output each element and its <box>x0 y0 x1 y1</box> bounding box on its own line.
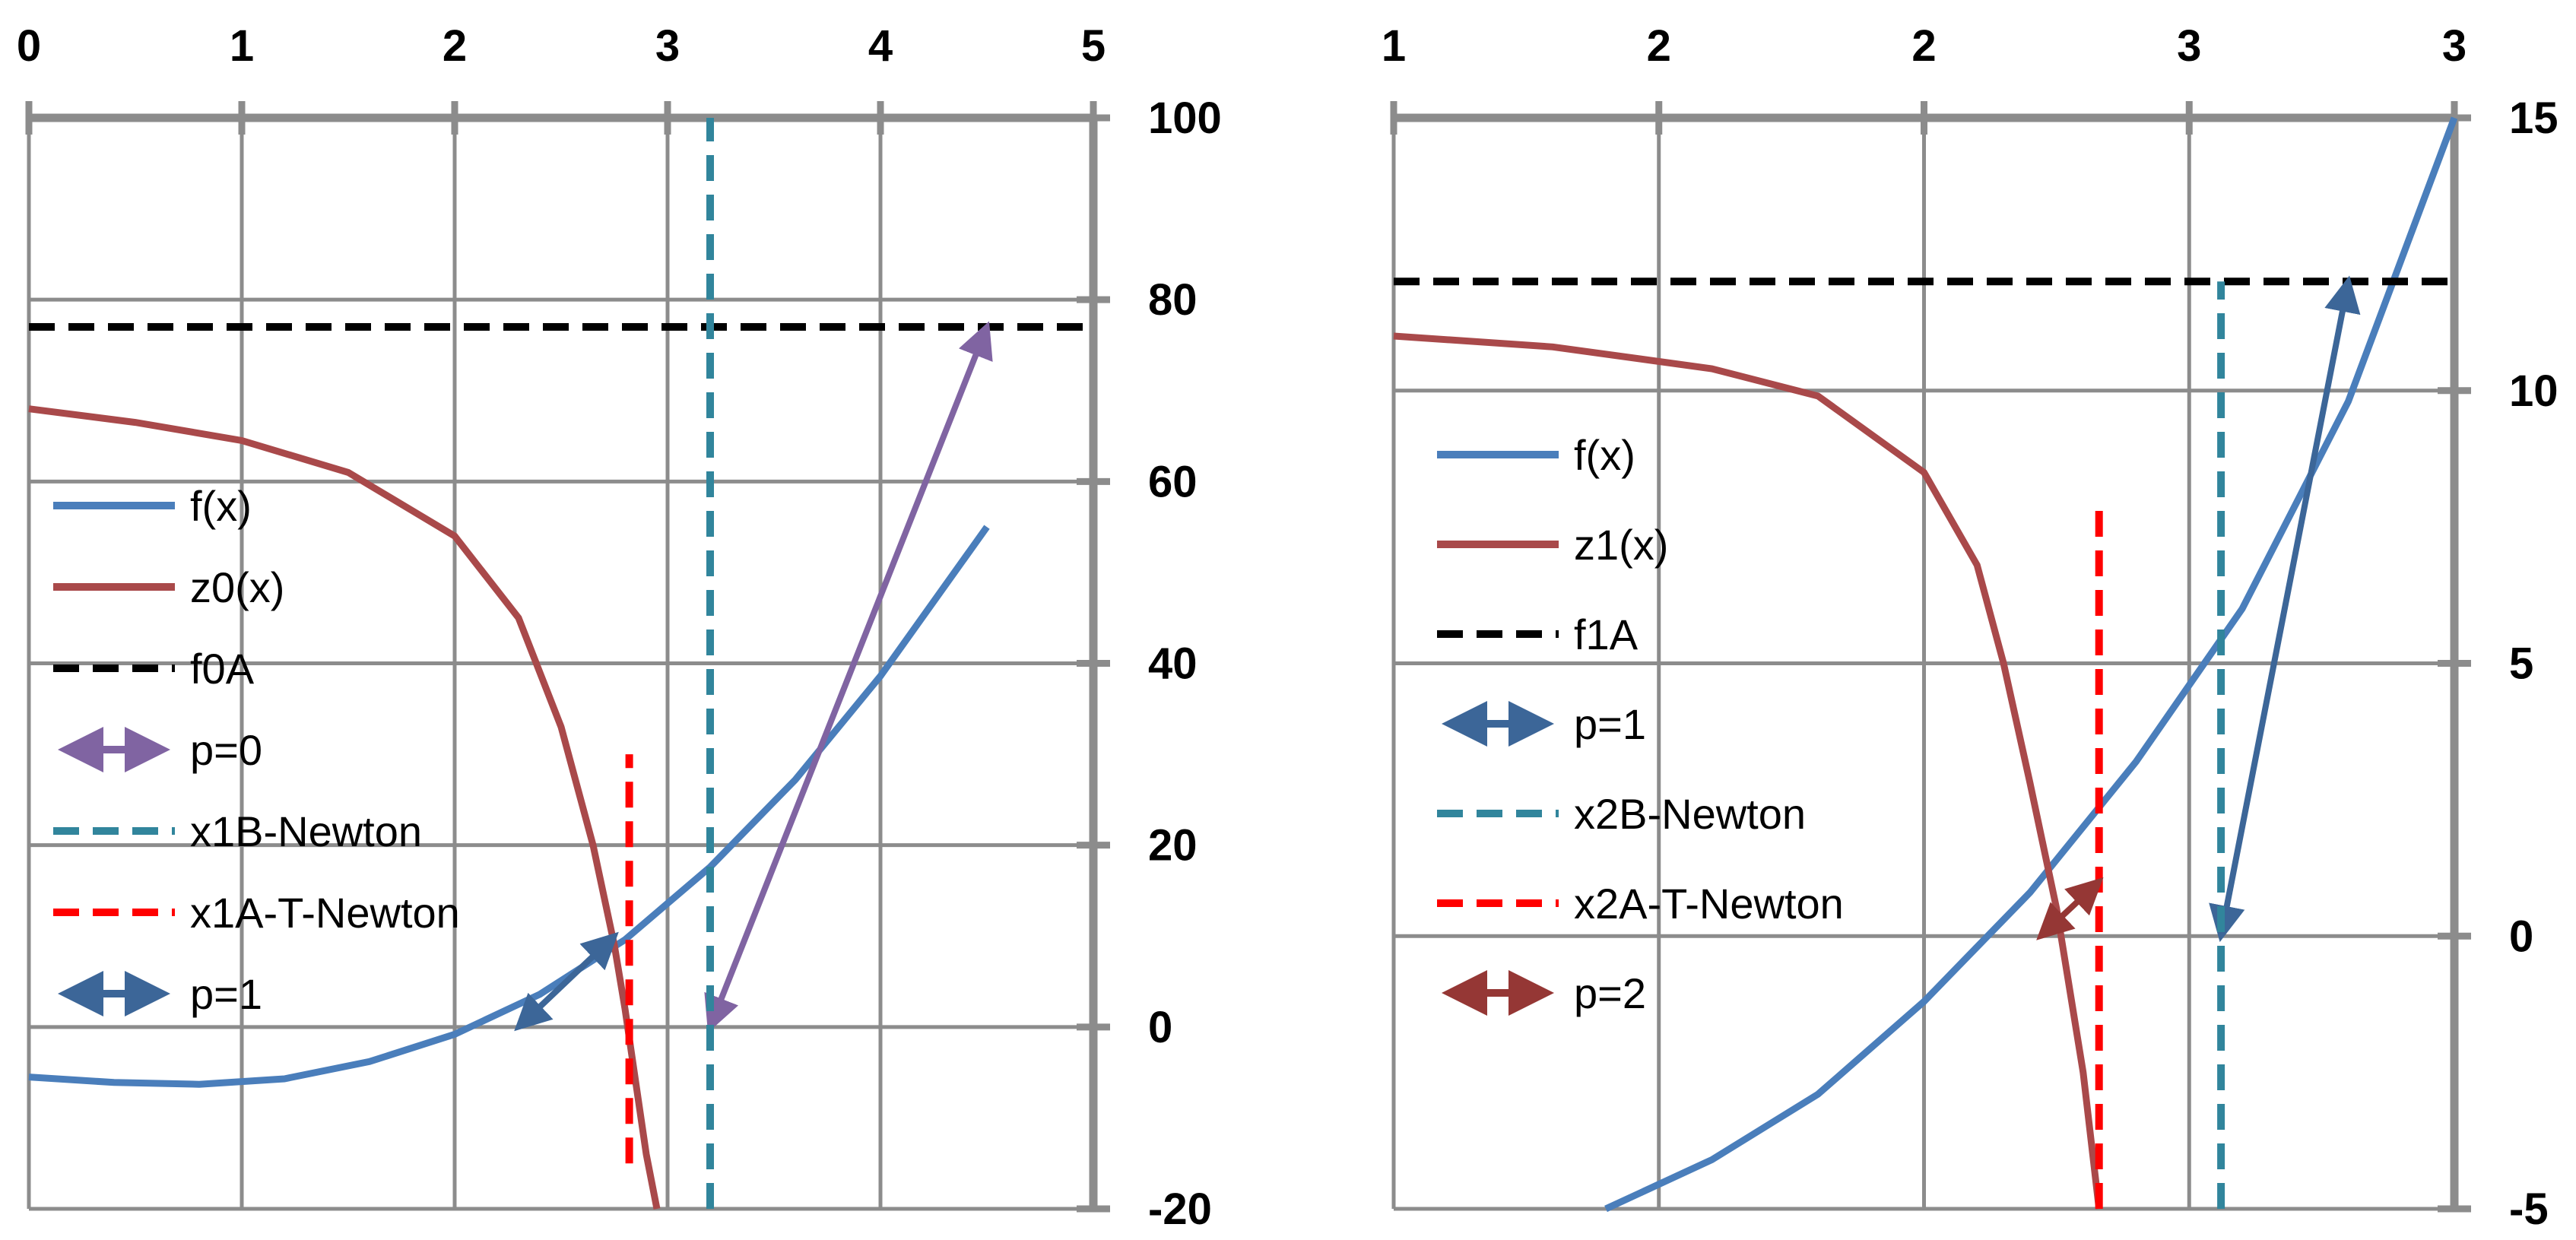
y-tick-label: 0 <box>2509 912 2533 961</box>
y-tick-label: -5 <box>2509 1185 2549 1234</box>
legend-item: x2B-Newton <box>1437 790 1806 838</box>
series-z0-x <box>28 405 661 1210</box>
series-f-x <box>28 525 990 1088</box>
x-tick-label: 3 <box>2177 21 2201 71</box>
legend-label: p=1 <box>1574 700 1646 748</box>
legend-label: f1A <box>1574 610 1639 658</box>
legend-label: p=2 <box>1574 969 1646 1017</box>
x-tick-label: 5 <box>1081 21 1106 71</box>
legend-item: p=1 <box>58 970 262 1018</box>
legend-item: x2A-T-Newton <box>1437 880 1844 928</box>
legend-item: f(x) <box>1437 431 1635 479</box>
x-tick-label: 3 <box>2442 21 2467 71</box>
x-tick-label: 1 <box>1382 21 1406 71</box>
legend-item: p=1 <box>1442 700 1646 748</box>
legend-label: z1(x) <box>1574 521 1668 569</box>
legend-label: f0A <box>190 645 255 693</box>
legend-item: p=0 <box>58 726 262 774</box>
legend-label: p=0 <box>190 726 262 774</box>
legend-item: f(x) <box>53 482 252 530</box>
y-tick-label: 60 <box>1148 457 1198 506</box>
x-tick-label: 2 <box>1647 21 1671 71</box>
y-tick-label: 5 <box>2509 639 2533 689</box>
series-p-2 <box>2036 877 2104 940</box>
legend-label: f(x) <box>190 482 252 530</box>
x-tick-label: 2 <box>443 21 467 71</box>
legend-item: z0(x) <box>53 563 284 611</box>
y-tick-label: 80 <box>1148 275 1198 325</box>
y-tick-label: 10 <box>2509 366 2559 416</box>
x-tick-label: 3 <box>655 21 680 71</box>
legend-label: x2B-Newton <box>1574 790 1806 838</box>
x-tick-label: 1 <box>230 21 254 71</box>
x-tick-label: 0 <box>17 21 41 71</box>
legend-item: f0A <box>53 645 255 693</box>
y-tick-label: 40 <box>1148 639 1198 689</box>
legend-item: x1A-T-Newton <box>53 889 460 937</box>
legend-label: p=1 <box>190 970 262 1018</box>
legend-label: z0(x) <box>190 563 284 611</box>
y-tick-label: 15 <box>2509 94 2559 143</box>
series-p-0 <box>704 321 993 1033</box>
legend-label: x1A-T-Newton <box>190 889 460 937</box>
x-tick-label: 2 <box>1911 21 1936 71</box>
series-z1-x <box>1393 332 2103 1210</box>
series-p-1 <box>2209 275 2361 943</box>
y-tick-label: 100 <box>1148 94 1222 143</box>
legend-label: f(x) <box>1574 431 1635 479</box>
chart-left: 0 1 2 3 4 5 -20 0 20 40 60 80 100 f(x) z0(x) f0A p=0 x1B-… <box>17 21 1222 1234</box>
legend-label: x2A-T-Newton <box>1574 880 1844 928</box>
y-tick-label: 0 <box>1148 1003 1172 1052</box>
y-tick-label: 20 <box>1148 821 1198 871</box>
x-tick-label: 4 <box>868 21 893 71</box>
legend-item: f1A <box>1437 610 1639 658</box>
legend-item: x1B-Newton <box>53 807 422 855</box>
legend-item: p=2 <box>1442 969 1646 1017</box>
chart-right: 1 2 2 3 3 -5 0 5 10 15 f(x) z1(x) f1A p=1 x2B-Newton x2… <box>1382 21 2559 1234</box>
series-p-1 <box>514 931 619 1032</box>
legend-label: x1B-Newton <box>190 807 422 855</box>
legend-item: z1(x) <box>1437 521 1668 569</box>
y-tick-label: -20 <box>1148 1185 1212 1234</box>
